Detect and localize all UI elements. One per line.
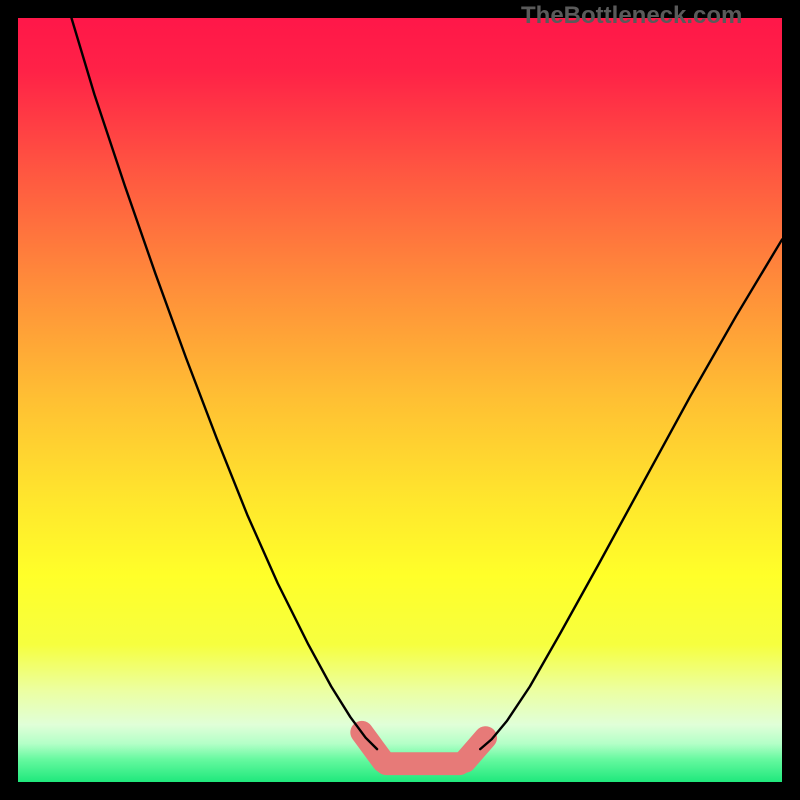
chart-svg: [18, 18, 782, 782]
plot-area: [18, 18, 782, 782]
curve-right: [480, 240, 782, 750]
bottom-marker: [465, 738, 486, 762]
watermark-text: TheBottleneck.com: [521, 2, 742, 30]
chart-frame: TheBottleneck.com: [0, 0, 800, 800]
curve-left: [71, 18, 377, 749]
